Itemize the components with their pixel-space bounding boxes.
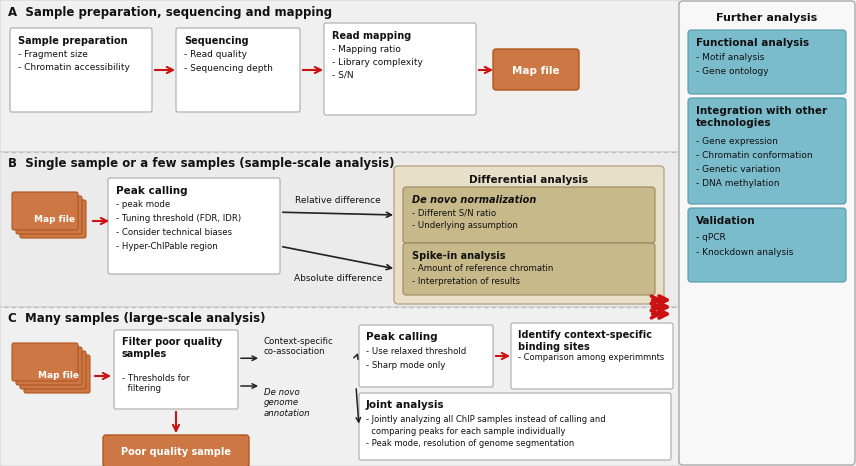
FancyBboxPatch shape [20, 200, 86, 238]
Text: - Sequencing depth: - Sequencing depth [184, 64, 273, 73]
FancyBboxPatch shape [20, 351, 86, 389]
Text: De novo normalization: De novo normalization [412, 195, 537, 205]
Text: Map file: Map file [39, 370, 80, 379]
Text: Peak calling: Peak calling [116, 186, 187, 196]
FancyBboxPatch shape [324, 23, 476, 115]
Text: Further analysis: Further analysis [716, 13, 817, 23]
Text: - peak mode: - peak mode [116, 200, 170, 209]
FancyBboxPatch shape [103, 435, 249, 466]
Text: - Motif analysis: - Motif analysis [696, 53, 764, 62]
Text: comparing peaks for each sample individually: comparing peaks for each sample individu… [366, 427, 566, 436]
Text: - Fragment size: - Fragment size [18, 50, 88, 59]
Text: - Mapping ratio: - Mapping ratio [332, 45, 401, 54]
FancyBboxPatch shape [394, 166, 664, 304]
Text: - Library complexity: - Library complexity [332, 58, 423, 67]
Text: - Read quality: - Read quality [184, 50, 247, 59]
FancyBboxPatch shape [12, 343, 78, 381]
FancyBboxPatch shape [0, 307, 679, 466]
FancyBboxPatch shape [403, 187, 655, 243]
Text: Absolute difference: Absolute difference [294, 274, 383, 283]
Text: Sample preparation: Sample preparation [18, 36, 128, 46]
Text: Integration with other
technologies: Integration with other technologies [696, 106, 827, 128]
Text: - Comparison among experimmnts: - Comparison among experimmnts [518, 353, 664, 362]
Text: Poor quality sample: Poor quality sample [121, 447, 231, 457]
Text: - Gene expression: - Gene expression [696, 137, 778, 146]
FancyBboxPatch shape [10, 28, 152, 112]
FancyBboxPatch shape [688, 208, 846, 282]
FancyBboxPatch shape [16, 196, 82, 234]
FancyBboxPatch shape [688, 30, 846, 94]
Text: Relative difference: Relative difference [295, 196, 381, 205]
Text: Identify context-specific
binding sites: Identify context-specific binding sites [518, 330, 652, 352]
FancyBboxPatch shape [403, 243, 655, 295]
FancyBboxPatch shape [108, 178, 280, 274]
Text: - Chromatin conformation: - Chromatin conformation [696, 151, 812, 160]
Text: C  Many samples (large-scale analysis): C Many samples (large-scale analysis) [8, 312, 265, 325]
Text: - Underlying assumption: - Underlying assumption [412, 221, 518, 230]
FancyBboxPatch shape [0, 0, 679, 152]
FancyBboxPatch shape [12, 192, 78, 230]
Text: - Interpretation of results: - Interpretation of results [412, 277, 520, 286]
Text: - Jointly analyzing all ChIP samples instead of calling and: - Jointly analyzing all ChIP samples ins… [366, 415, 606, 424]
Text: Functional analysis: Functional analysis [696, 38, 809, 48]
Text: Read mapping: Read mapping [332, 31, 411, 41]
FancyBboxPatch shape [679, 1, 855, 465]
FancyBboxPatch shape [0, 152, 679, 307]
Text: Map file: Map file [34, 215, 75, 225]
Text: Joint analysis: Joint analysis [366, 400, 444, 410]
FancyBboxPatch shape [359, 393, 671, 460]
Text: - Tuning threshold (FDR, IDR): - Tuning threshold (FDR, IDR) [116, 214, 241, 223]
Text: Sequencing: Sequencing [184, 36, 248, 46]
Text: - Thresholds for
  filtering: - Thresholds for filtering [122, 374, 189, 393]
Text: A  Sample preparation, sequencing and mapping: A Sample preparation, sequencing and map… [8, 6, 332, 19]
Text: Peak calling: Peak calling [366, 332, 437, 342]
FancyBboxPatch shape [688, 98, 846, 204]
Text: - Amount of reference chromatin: - Amount of reference chromatin [412, 264, 553, 273]
Text: De novo
genome
annotation: De novo genome annotation [264, 388, 311, 418]
FancyBboxPatch shape [359, 325, 493, 387]
FancyBboxPatch shape [176, 28, 300, 112]
Text: Differential analysis: Differential analysis [469, 175, 589, 185]
Text: - DNA methylation: - DNA methylation [696, 179, 780, 188]
Text: - S/N: - S/N [332, 71, 354, 80]
FancyBboxPatch shape [16, 347, 82, 385]
Text: Context-specific
co-association: Context-specific co-association [264, 337, 334, 356]
Text: - Genetic variation: - Genetic variation [696, 165, 781, 174]
FancyBboxPatch shape [114, 330, 238, 409]
Text: - Knockdown analysis: - Knockdown analysis [696, 248, 794, 257]
Text: Map file: Map file [512, 66, 560, 75]
Text: - qPCR: - qPCR [696, 233, 726, 242]
Text: Filter poor quality
samples: Filter poor quality samples [122, 337, 223, 359]
Text: - Peak mode, resolution of genome segmentation: - Peak mode, resolution of genome segmen… [366, 439, 574, 448]
FancyBboxPatch shape [511, 323, 673, 389]
Text: - Sharp mode only: - Sharp mode only [366, 361, 445, 370]
FancyBboxPatch shape [493, 49, 579, 90]
Text: B  Single sample or a few samples (sample-scale analysis): B Single sample or a few samples (sample… [8, 157, 395, 170]
Text: - Use relaxed threshold: - Use relaxed threshold [366, 347, 467, 356]
FancyBboxPatch shape [24, 355, 90, 393]
Text: - Gene ontology: - Gene ontology [696, 67, 769, 76]
Text: - Chromatin accessibility: - Chromatin accessibility [18, 63, 130, 72]
Text: - Different S/N ratio: - Different S/N ratio [412, 208, 496, 217]
Text: Validation: Validation [696, 216, 756, 226]
Text: - Hyper-ChIPable region: - Hyper-ChIPable region [116, 242, 217, 251]
Text: - Consider technical biases: - Consider technical biases [116, 228, 232, 237]
Text: Spike-in analysis: Spike-in analysis [412, 251, 506, 261]
